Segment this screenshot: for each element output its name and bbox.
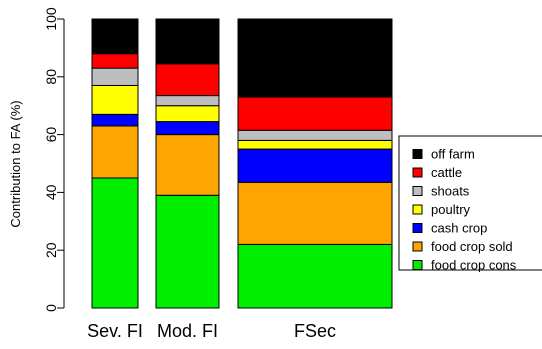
y-tick-label-80: 80	[43, 69, 59, 85]
x-category-label-2: FSec	[294, 321, 336, 341]
legend-label-food-crop-cons: food crop cons	[431, 258, 517, 273]
bar-segment-shoats-1	[155, 95, 220, 107]
bar-segment-cash-crop-2	[237, 148, 393, 183]
legend-label-cash-crop: cash crop	[431, 221, 487, 236]
bar-segment-cattle-1	[155, 63, 220, 97]
y-axis-title: Contribution to FA (%)	[8, 100, 23, 227]
bar-segment-off-farm-1	[155, 18, 220, 65]
bar-segment-food-crop-sold-0	[91, 125, 139, 179]
y-axis: 0 20 40 60 80 100	[43, 7, 65, 312]
bar-segment-cash-crop-0	[91, 113, 139, 127]
legend-label-cattle: cattle	[431, 165, 462, 180]
bars-group	[91, 18, 393, 309]
bar-segment-poultry-0	[91, 84, 139, 115]
y-tick-label-40: 40	[43, 184, 59, 200]
bar-segment-food-crop-sold-1	[155, 134, 220, 196]
legend-swatch-cattle	[412, 167, 423, 178]
y-tick-label-20: 20	[43, 242, 59, 258]
bar-segment-cattle-0	[91, 53, 139, 69]
legend-swatch-poultry	[412, 204, 423, 215]
bar-segment-cattle-2	[237, 96, 393, 131]
y-tick-label-0: 0	[43, 304, 59, 312]
bar-segment-off-farm-2	[237, 18, 393, 98]
x-category-label-0: Sev. FI	[87, 321, 143, 341]
bar-segment-food-crop-cons-0	[91, 177, 139, 309]
bar-segment-cash-crop-1	[155, 121, 220, 136]
legend-label-food-crop-sold: food crop sold	[431, 239, 513, 254]
legend: off farm cattle shoats poultry cash crop food…	[398, 135, 542, 273]
bar-segment-poultry-2	[237, 139, 393, 150]
legend-swatch-food-crop-cons	[412, 260, 423, 270]
legend-swatch-food-crop-sold	[412, 241, 423, 252]
x-category-label-1: Mod. FI	[157, 321, 218, 341]
y-tick-label-100: 100	[43, 7, 59, 31]
legend-label-shoats: shoats	[431, 184, 470, 199]
bar-segment-poultry-1	[155, 105, 220, 123]
legend-swatch-cash-crop	[412, 223, 423, 233]
bar-segment-food-crop-sold-2	[237, 181, 393, 245]
bar-segment-food-crop-cons-1	[155, 194, 220, 309]
bar-segment-shoats-0	[91, 67, 139, 86]
legend-box	[398, 135, 542, 271]
legend-label-poultry: poultry	[431, 202, 471, 217]
legend-swatch-off-farm	[412, 149, 423, 159]
y-tick-label-60: 60	[43, 127, 59, 143]
bar-segment-off-farm-0	[91, 18, 139, 55]
x-category-labels: Sev. FI Mod. FI FSec	[87, 321, 336, 341]
legend-swatch-shoats	[412, 186, 423, 196]
bar-segment-shoats-2	[237, 129, 393, 141]
legend-label-off-farm: off farm	[431, 147, 475, 162]
bar-segment-food-crop-cons-2	[237, 243, 393, 309]
